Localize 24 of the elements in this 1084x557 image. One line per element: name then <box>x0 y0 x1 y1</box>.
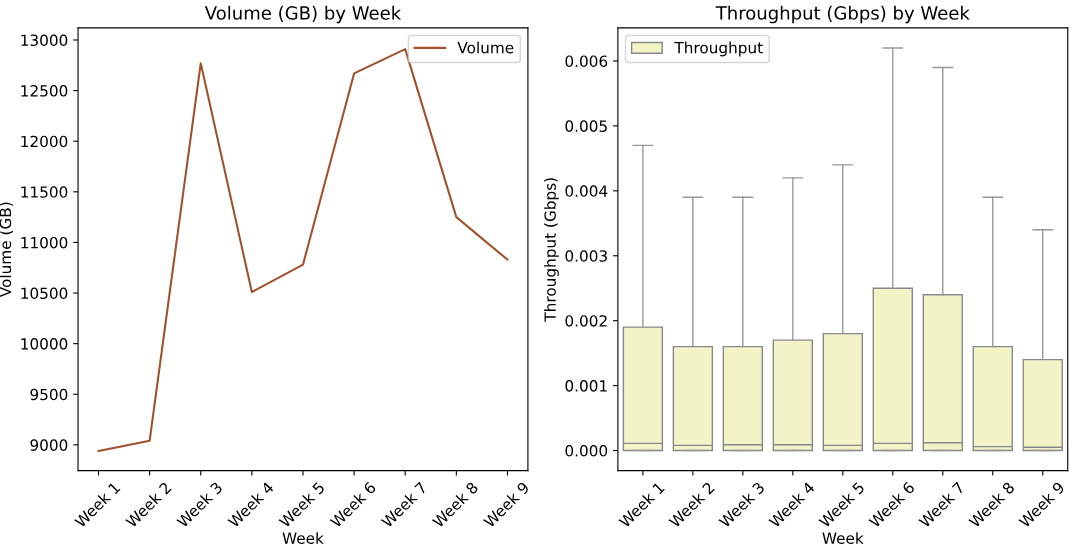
y-tick-label: 11500 <box>21 186 68 198</box>
chart-title: Volume (GB) by Week <box>204 5 402 24</box>
y-tick-label: 12500 <box>21 85 68 97</box>
y-tick-label: 0.003 <box>565 250 607 262</box>
y-tick-label: 11000 <box>21 236 68 249</box>
legend-label: Throughput <box>674 41 763 57</box>
x-axis-title: Week <box>822 532 864 544</box>
chart-title: Throughput (Gbps) by Week <box>715 5 970 24</box>
y-tick-label: 10000 <box>21 338 68 350</box>
y-tick-label: 0.001 <box>565 380 607 392</box>
y-tick-label: 0.006 <box>565 55 608 67</box>
y-tick-label: 12000 <box>21 135 68 148</box>
legend-label: Volume <box>457 41 514 54</box>
y-tick-label: 9000 <box>30 439 68 451</box>
y-tick-label: 0.005 <box>565 120 607 132</box>
y-axis-title: Volume (GB) <box>0 202 14 298</box>
y-tick-label: 0.002 <box>565 315 607 327</box>
y-tick-label: 10500 <box>21 287 68 300</box>
y-tick-label: 0.004 <box>565 185 608 197</box>
y-axis-title: Throughput (Gbps) <box>544 178 559 322</box>
x-axis-title: Week <box>282 532 324 544</box>
y-tick-label: 13000 <box>21 34 68 47</box>
y-tick-label: 0.000 <box>565 445 608 457</box>
y-tick-label: 9500 <box>30 388 68 401</box>
